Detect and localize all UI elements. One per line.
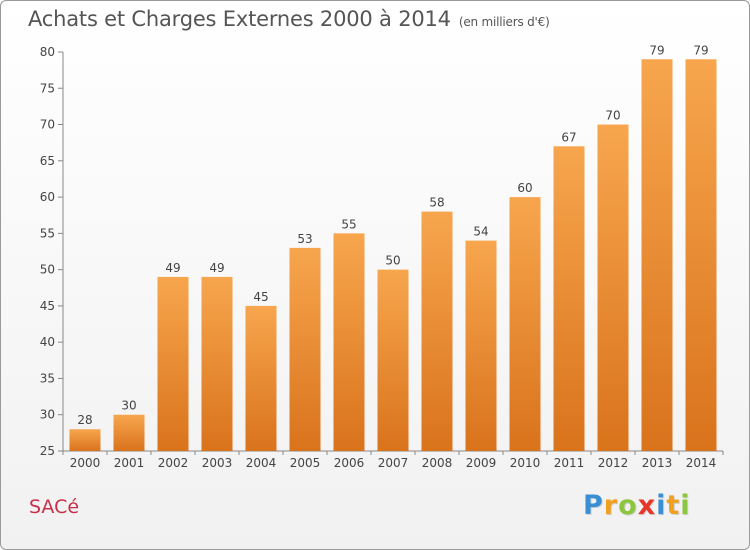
- logo-letter: t: [666, 490, 681, 521]
- bar-2010: [509, 197, 541, 451]
- proxiti-logo: Proxiti: [583, 490, 691, 521]
- x-tick-label-2014: 2014: [686, 456, 717, 470]
- bar-2006: [333, 233, 365, 451]
- value-label-2006: 55: [341, 217, 356, 231]
- y-tick-label: 70: [40, 118, 55, 132]
- logo-letter: x: [637, 490, 657, 521]
- logo-letter: i: [680, 490, 691, 521]
- x-tick-label-2005: 2005: [290, 456, 321, 470]
- bar-2002: [157, 276, 189, 451]
- bar-2007: [377, 269, 409, 451]
- bar-2009: [465, 240, 497, 451]
- x-tick-label-2000: 2000: [70, 456, 101, 470]
- y-tick-label: 30: [40, 408, 55, 422]
- x-tick-label-2004: 2004: [246, 456, 277, 470]
- bar-2004: [245, 305, 277, 451]
- y-tick-label: 35: [40, 371, 55, 385]
- logo-letter: r: [603, 490, 619, 521]
- unit-label: (en milliers d'€): [458, 15, 550, 29]
- value-label-2005: 53: [297, 232, 312, 246]
- logo-letter: P: [583, 490, 604, 521]
- bar-2001: [113, 414, 145, 451]
- value-label-2011: 67: [561, 130, 576, 144]
- x-tick-label-2010: 2010: [510, 456, 541, 470]
- x-tick-label-2007: 2007: [378, 456, 409, 470]
- y-tick-label: 75: [40, 81, 55, 95]
- value-label-2003: 49: [209, 261, 224, 275]
- y-tick-label: 80: [40, 45, 55, 59]
- commune-name: SACé: [29, 496, 80, 518]
- value-label-2008: 58: [429, 196, 444, 210]
- value-label-2009: 54: [473, 225, 488, 239]
- value-label-2014: 79: [693, 43, 708, 57]
- x-tick-label-2012: 2012: [598, 456, 629, 470]
- bar-2012: [597, 124, 629, 451]
- y-tick-label: 45: [40, 299, 55, 313]
- chart-title: Achats et Charges Externes 2000 à 2014 (e…: [28, 7, 550, 31]
- y-tick-label: 60: [40, 190, 55, 204]
- logo-letter: o: [618, 490, 638, 521]
- y-tick-label: 25: [40, 444, 55, 458]
- x-tick-label-2001: 2001: [114, 456, 145, 470]
- value-label-2010: 60: [517, 181, 532, 195]
- value-label-2002: 49: [165, 261, 180, 275]
- value-label-2012: 70: [605, 109, 620, 123]
- bar-2008: [421, 211, 453, 451]
- y-tick-label: 50: [40, 263, 55, 277]
- x-tick-label-2011: 2011: [554, 456, 585, 470]
- value-label-2013: 79: [649, 43, 664, 57]
- title-text: Achats et Charges Externes 2000 à 2014: [28, 7, 451, 31]
- x-tick-label-2008: 2008: [422, 456, 453, 470]
- bar-2011: [553, 146, 585, 452]
- bar-2005: [289, 247, 321, 451]
- bar-2003: [201, 276, 233, 451]
- x-tick-label-2003: 2003: [202, 456, 233, 470]
- x-tick-label-2009: 2009: [466, 456, 497, 470]
- x-tick-label-2002: 2002: [158, 456, 189, 470]
- x-tick-label-2006: 2006: [334, 456, 365, 470]
- value-label-2000: 28: [77, 413, 92, 427]
- bar-2000: [69, 429, 101, 451]
- bar-2014: [685, 59, 717, 451]
- value-label-2004: 45: [253, 290, 268, 304]
- value-label-2007: 50: [385, 254, 400, 268]
- y-tick-label: 55: [40, 226, 55, 240]
- logo-letter: i: [656, 490, 667, 521]
- y-tick-label: 65: [40, 154, 55, 168]
- y-tick-label: 40: [40, 335, 55, 349]
- value-label-2001: 30: [121, 399, 136, 413]
- bar-2013: [641, 59, 673, 451]
- x-tick-label-2013: 2013: [642, 456, 673, 470]
